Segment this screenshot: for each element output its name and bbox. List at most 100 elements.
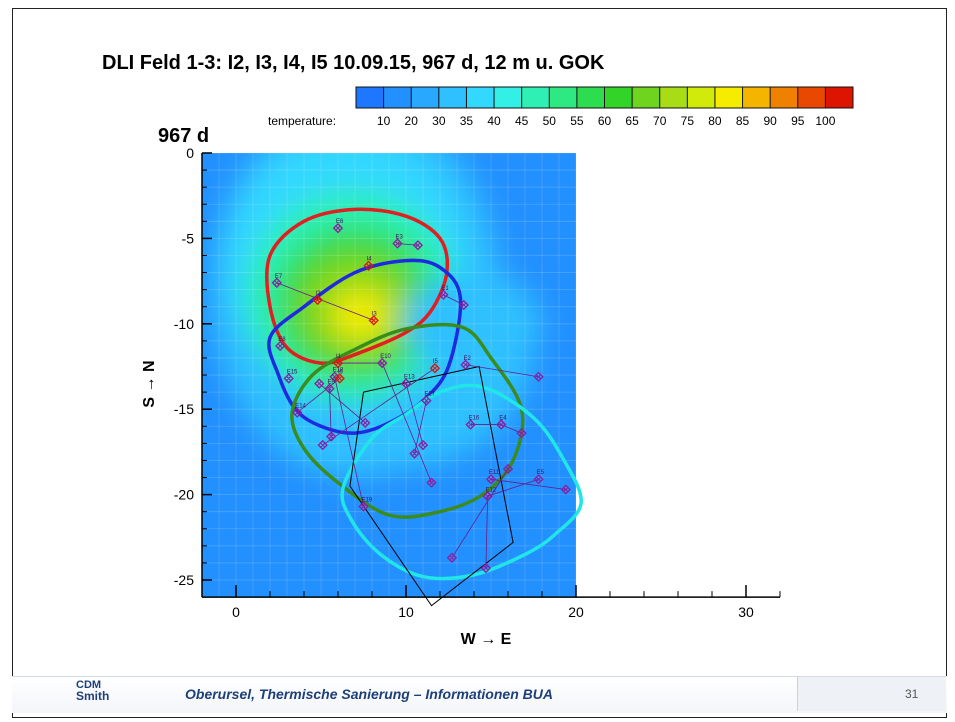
well-marker-cross xyxy=(335,360,341,366)
extraction-well: E7 xyxy=(271,274,283,288)
colorbar: 10 20 30 35 40 45 50 55 60 65 70 75 80 85 90 95 100 xyxy=(355,86,854,128)
colorbar-tick-label: 100 xyxy=(815,114,835,128)
well-marker-cross xyxy=(535,476,542,483)
well-marker-cross xyxy=(336,375,343,382)
extraction-well xyxy=(426,477,437,488)
well-marker-cross xyxy=(505,466,511,472)
colorbar-swatch xyxy=(466,87,495,108)
colorbar-tick-label: 40 xyxy=(487,114,501,128)
well-label: E13 xyxy=(404,375,415,381)
extraction-well: E10 xyxy=(377,354,392,369)
well-marker-cross xyxy=(314,297,321,303)
colorbar-swatch xyxy=(411,87,440,108)
slide-title: DLI Feld 1-3: I2, I3, I4, I5 10.09.15, 9… xyxy=(102,52,605,74)
well-link xyxy=(322,367,436,446)
colorbar-swatch xyxy=(687,87,716,108)
extraction-well xyxy=(458,299,469,311)
colorbar-swatch xyxy=(825,87,854,108)
grid xyxy=(202,153,576,598)
well-label: E3 xyxy=(396,235,404,241)
colorbar-tick-label: 45 xyxy=(515,114,529,128)
footer-text: Oberursel, Thermische Sanierung – Inform… xyxy=(185,686,553,702)
extraction-well xyxy=(417,439,429,451)
well-label: E12 xyxy=(486,487,497,493)
well-link xyxy=(414,400,427,454)
x-tick-label: 0 xyxy=(232,604,240,620)
well-marker-cross xyxy=(498,421,505,428)
plume xyxy=(210,153,542,478)
well-label: I3 xyxy=(372,311,378,317)
colorbar-tick-label: 10 xyxy=(377,114,391,128)
y-tick-label: -25 xyxy=(174,572,194,588)
colorbar-swatch xyxy=(521,87,550,108)
colorbar-swatch xyxy=(576,87,605,108)
extraction-well xyxy=(560,484,571,495)
extraction-well: E11 xyxy=(485,470,500,485)
y-axis-label: S → N xyxy=(141,360,158,407)
well-marker-cross xyxy=(449,554,455,561)
colorbar-swatch xyxy=(549,87,578,108)
extraction-well: E19 xyxy=(358,498,373,512)
extraction-well: E5 xyxy=(533,470,545,485)
well-marker-cross xyxy=(294,409,301,416)
well-link xyxy=(485,496,488,569)
colorbar-tick-label: 55 xyxy=(570,114,584,128)
zone-outline xyxy=(265,207,450,366)
y-tick-label: -5 xyxy=(182,230,195,246)
colorbar-swatch xyxy=(632,87,661,108)
well-label: I5 xyxy=(433,359,439,365)
colorbar-tick-label: 35 xyxy=(460,114,474,128)
well-label: E14 xyxy=(295,404,306,410)
extraction-well xyxy=(326,431,337,442)
colorbar-swatch xyxy=(494,87,523,108)
y-tick-label: 0 xyxy=(186,145,194,161)
extraction-well: E15 xyxy=(283,369,298,384)
extraction-well: E16 xyxy=(465,416,480,430)
well-marker-cross xyxy=(460,302,467,308)
well-marker-cross xyxy=(277,343,284,349)
colorbar-tick-label: 85 xyxy=(736,114,750,128)
colorbar-swatch xyxy=(742,87,771,108)
well-marker-cross xyxy=(335,225,341,232)
well-marker-cross xyxy=(462,361,469,368)
well-label: I2 xyxy=(316,291,322,297)
colorbar-swatch xyxy=(714,87,744,108)
well-marker-cross xyxy=(415,242,421,249)
colorbar-swatch xyxy=(604,87,633,108)
well-marker-cross xyxy=(440,291,447,298)
well-link xyxy=(490,478,566,490)
survey-frame xyxy=(349,365,514,607)
well-marker-cross xyxy=(370,317,377,324)
extraction-well xyxy=(409,448,420,459)
y-tick-label: -10 xyxy=(174,316,194,332)
injection-well: I4 xyxy=(363,257,374,271)
x-tick-label: 20 xyxy=(568,604,584,620)
injection-well: I6 xyxy=(334,369,345,384)
colorbar-tick-label: 70 xyxy=(653,114,667,128)
extraction-well: E1 xyxy=(438,286,449,300)
well-marker-cross xyxy=(360,503,367,510)
x-tick-label: 30 xyxy=(738,604,754,620)
well-label: E1 xyxy=(441,286,449,292)
extraction-well xyxy=(317,439,328,451)
survey-frame-polygon xyxy=(349,365,514,607)
extraction-well xyxy=(314,378,325,389)
well-label: E17 xyxy=(424,392,435,398)
well-label: E19 xyxy=(362,498,373,504)
extraction-well: E9 xyxy=(324,380,336,394)
colorbar-swatch xyxy=(797,87,826,108)
colorbar-tick-label: 20 xyxy=(405,114,419,128)
well-link xyxy=(405,383,424,446)
well-marker-cross xyxy=(285,375,292,382)
well-label: E4 xyxy=(499,416,507,422)
well-marker-cross xyxy=(428,479,435,486)
well-marker-cross xyxy=(365,262,372,269)
well-label: E5 xyxy=(537,470,545,476)
well-label: E10 xyxy=(380,354,391,360)
well-label: I6 xyxy=(338,369,344,375)
well-marker-cross xyxy=(379,360,386,366)
logo-line-2: Smith xyxy=(76,689,110,703)
well-link xyxy=(296,378,340,413)
